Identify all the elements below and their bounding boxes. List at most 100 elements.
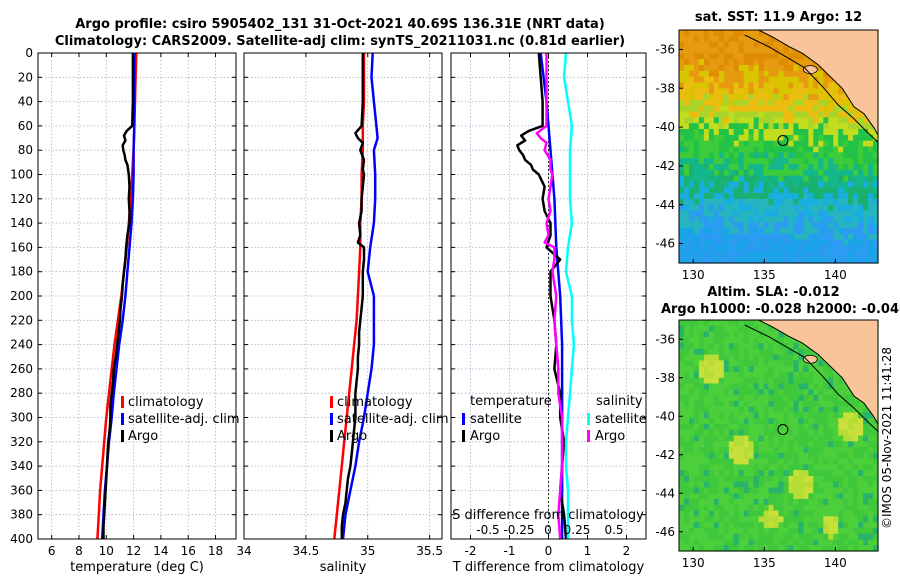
map-cell: [679, 187, 685, 194]
map-cell: [798, 134, 804, 142]
map-cell: [743, 245, 750, 252]
map-cell: [679, 320, 685, 327]
legend-swatch: [121, 396, 124, 408]
map-cell: [788, 481, 795, 489]
map-cell: [718, 70, 725, 78]
map-cell: [788, 372, 795, 379]
map-cell: [818, 360, 824, 367]
map-cell: [788, 82, 795, 89]
map-cell: [853, 458, 859, 465]
map-cell: [689, 59, 695, 66]
map-cell: [689, 533, 695, 541]
map-cell: [718, 47, 725, 54]
map-cell: [748, 406, 755, 413]
map-cell: [813, 533, 819, 541]
map-cell: [738, 117, 745, 124]
map-cell: [773, 493, 780, 500]
map-cell: [708, 111, 715, 118]
map-cell: [708, 545, 715, 552]
map-cell: [823, 493, 829, 500]
map-cell: [763, 325, 770, 333]
map-cell: [738, 348, 745, 356]
map-cell: [783, 82, 790, 89]
map-cell: [778, 539, 785, 546]
map-cell: [763, 158, 770, 165]
map-cell: [708, 59, 715, 66]
map-cell: [833, 99, 839, 107]
map-cell: [713, 181, 720, 188]
map-cell: [723, 216, 730, 223]
map-cell: [808, 59, 814, 66]
map-cell: [684, 35, 690, 43]
map-cell: [698, 383, 705, 390]
map-cell: [684, 105, 690, 113]
map-cell: [783, 88, 790, 95]
map-cell: [793, 545, 799, 552]
map-cell: [798, 516, 804, 523]
map-cell: [684, 187, 690, 194]
map-cell: [708, 499, 715, 506]
map-cell: [798, 504, 804, 512]
map-cell: [808, 222, 814, 229]
map-cell: [684, 325, 690, 333]
map-cell: [703, 35, 710, 43]
map-cell: [718, 245, 725, 252]
map-cell: [853, 216, 859, 223]
map-cell: [833, 233, 839, 241]
map-cell: [689, 441, 695, 448]
map-cell: [833, 123, 839, 130]
map-cell: [868, 204, 874, 212]
map-cell: [718, 105, 725, 113]
map-cell: [733, 94, 740, 101]
map-cell: [713, 257, 720, 264]
map-cell: [748, 105, 755, 113]
map-cell: [768, 452, 775, 460]
map-cell: [713, 406, 720, 413]
map-cell: [743, 539, 750, 546]
map-cell: [738, 251, 745, 258]
map-cell: [828, 475, 834, 483]
map-cell: [679, 76, 685, 83]
map-cell: [763, 228, 770, 235]
map-cell: [753, 383, 760, 390]
map-cell: [768, 140, 775, 148]
map-cell: [748, 499, 755, 506]
map-cell: [783, 481, 790, 489]
map-cell: [758, 257, 765, 264]
map-cell: [823, 257, 829, 264]
map-cell: [693, 35, 700, 43]
map-cell: [873, 181, 879, 188]
map-cell: [803, 193, 809, 200]
map-cell: [713, 94, 720, 101]
map-cell: [763, 59, 770, 66]
map-cell: [833, 418, 839, 425]
map-cell: [689, 123, 695, 130]
x-tick-label: 35: [360, 544, 375, 558]
map-cell: [793, 435, 799, 442]
map-cell: [743, 204, 750, 212]
map-cell: [679, 164, 685, 171]
map-cell: [753, 129, 760, 136]
map-cell: [693, 481, 700, 489]
map-cell: [758, 418, 765, 425]
map-cell: [698, 99, 705, 107]
map-cell: [758, 429, 765, 437]
map-cell: [684, 372, 690, 379]
map-cell: [748, 429, 755, 437]
map-cell: [728, 117, 735, 124]
map-cell: [813, 377, 819, 385]
map-cell: [684, 423, 690, 431]
map-cell: [753, 169, 760, 177]
map-cell: [743, 76, 750, 83]
map-cell: [848, 516, 854, 523]
map-cell: [743, 389, 750, 396]
map-cell: [848, 418, 854, 425]
map-cell: [723, 429, 730, 437]
map-cell: [748, 354, 755, 361]
map-cell: [773, 222, 780, 229]
map-cell: [803, 527, 809, 535]
map-cell: [748, 395, 755, 402]
map-cell: [873, 152, 879, 159]
map-cell: [748, 233, 755, 241]
map-cell: [798, 257, 804, 264]
